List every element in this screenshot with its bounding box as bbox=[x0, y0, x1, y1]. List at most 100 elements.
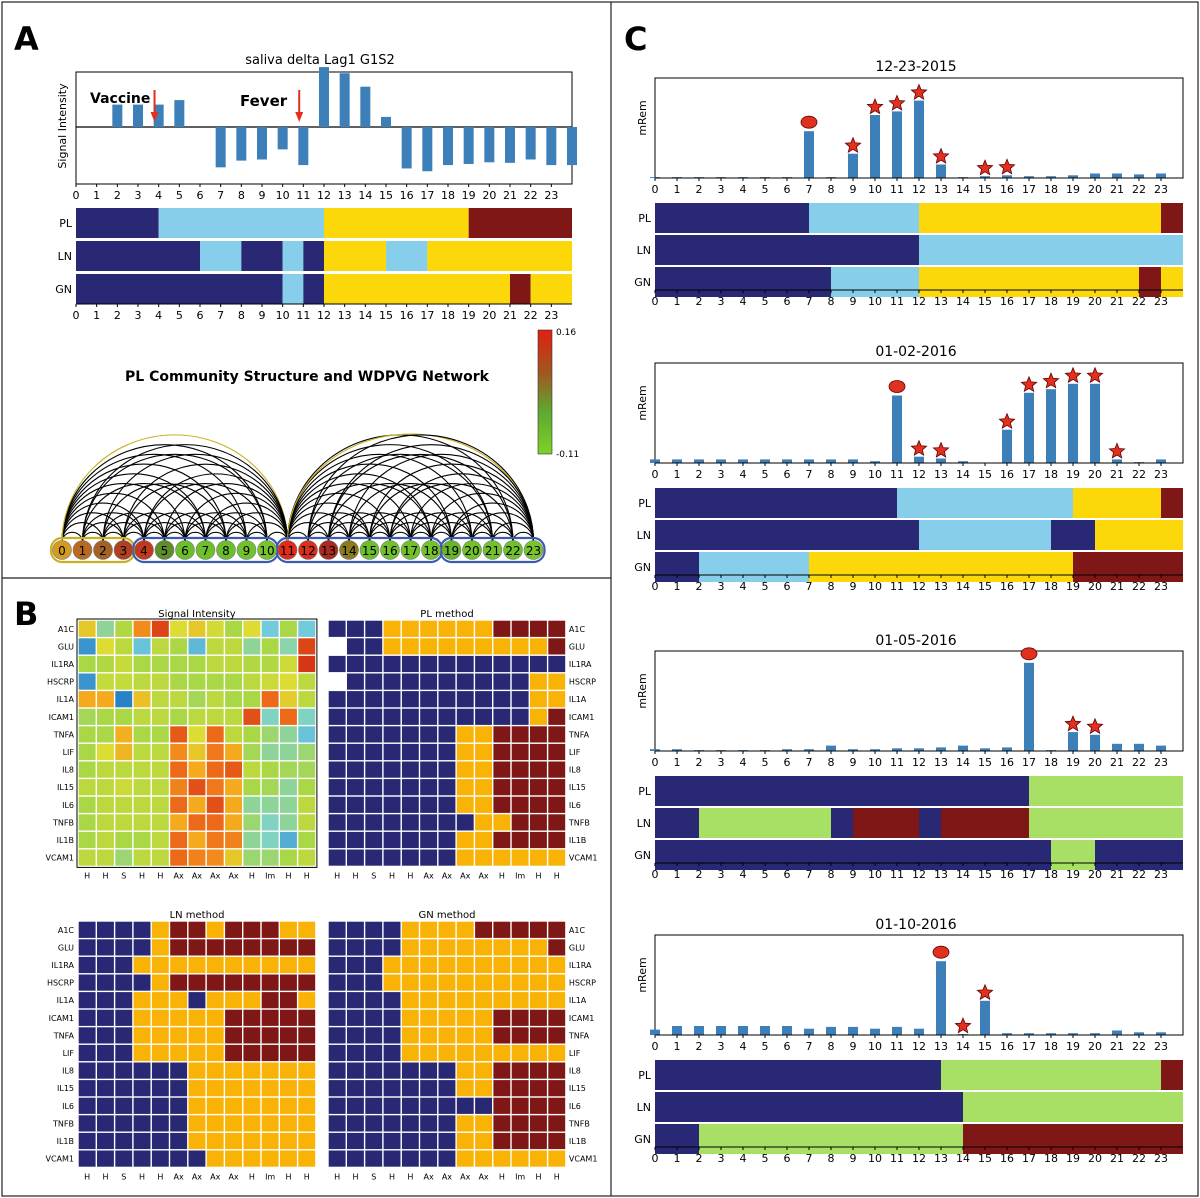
heatmap-cell bbox=[243, 761, 261, 778]
heatmap-cell bbox=[420, 726, 438, 743]
heatmap-cell bbox=[298, 726, 316, 743]
heatmap-cell bbox=[383, 956, 401, 974]
c2-bar bbox=[826, 459, 836, 463]
heatmap-cell bbox=[97, 638, 114, 655]
heatmap-cell bbox=[347, 939, 364, 956]
network-arc bbox=[61, 502, 145, 543]
heatmap-col-label: Im bbox=[265, 1172, 275, 1181]
c3-bar bbox=[826, 745, 836, 751]
c1-community-segment-gn bbox=[1161, 267, 1183, 297]
network-arc bbox=[81, 512, 145, 543]
c3-bar bbox=[672, 749, 682, 751]
heatmap-cell bbox=[383, 921, 401, 938]
heatmap-cell bbox=[170, 726, 188, 743]
heatmap-cell bbox=[170, 1097, 188, 1114]
heatmap-cell bbox=[383, 1062, 401, 1079]
heatmap-cell bbox=[420, 1115, 438, 1132]
heatmap-cell bbox=[456, 956, 474, 974]
c3-community-segment-ln bbox=[853, 808, 919, 838]
heatmap-cell bbox=[475, 796, 492, 813]
heatmap-cell bbox=[188, 1150, 206, 1167]
heatmap-col-label: H bbox=[285, 871, 291, 880]
heatmap-cell bbox=[133, 1132, 151, 1150]
heatmap-row-label: IL1A bbox=[57, 695, 75, 704]
c2-bar bbox=[738, 459, 748, 463]
heatmap-cell bbox=[401, 1009, 419, 1026]
network-arc bbox=[348, 483, 473, 543]
c1-community-x-tick-label: 18 bbox=[1044, 295, 1058, 308]
signal-bar bbox=[277, 127, 288, 150]
network-node-label: 0 bbox=[58, 544, 66, 558]
heatmap-cell bbox=[438, 796, 456, 813]
heatmap-cell bbox=[438, 620, 456, 637]
signal-x-tick-label: 16 bbox=[400, 189, 414, 202]
c4-community-x-tick-label: 21 bbox=[1110, 1152, 1124, 1165]
a-community-segment-pl bbox=[76, 208, 159, 238]
heatmap-cell bbox=[347, 1115, 364, 1132]
heatmap-cell bbox=[328, 992, 346, 1009]
heatmap-cell bbox=[261, 849, 279, 866]
heatmap-cell bbox=[365, 779, 383, 796]
c4-community-x-tick-label: 17 bbox=[1022, 1152, 1036, 1165]
c4-x-tick-label: 7 bbox=[806, 1040, 813, 1053]
c4-bar bbox=[650, 1029, 660, 1035]
network-arc bbox=[471, 512, 535, 543]
network-arc bbox=[450, 502, 535, 543]
network-arc bbox=[61, 453, 248, 543]
c2-community-x-tick-label: 10 bbox=[868, 580, 882, 593]
heatmap-cell bbox=[225, 673, 242, 690]
heatmap-cell bbox=[383, 638, 401, 655]
a-community-x-tick-label: 23 bbox=[544, 309, 558, 322]
heatmap-cell bbox=[97, 1009, 114, 1026]
network-arc bbox=[450, 512, 514, 543]
heatmap-cell bbox=[133, 1080, 151, 1097]
heatmap-cell bbox=[328, 796, 346, 813]
c1-community-x-tick-label: 7 bbox=[806, 295, 813, 308]
heatmap-cell bbox=[298, 1097, 316, 1114]
heatmap-cell bbox=[420, 655, 438, 673]
heatmap-cell bbox=[188, 673, 206, 690]
heatmap-col-label: Im bbox=[515, 1172, 525, 1181]
heatmap-cell bbox=[475, 849, 492, 866]
c4-community-segment-ln bbox=[963, 1092, 1183, 1122]
heatmap-cell bbox=[383, 1027, 401, 1044]
c1-bar bbox=[1024, 176, 1034, 178]
heatmap-cell bbox=[225, 761, 242, 778]
c1-x-tick-label: 7 bbox=[806, 183, 813, 196]
c1-x-tick-label: 20 bbox=[1088, 183, 1102, 196]
c3-community-x-tick-label: 5 bbox=[762, 868, 769, 881]
c2-community-row-label: GN bbox=[634, 561, 651, 574]
heatmap-cell bbox=[530, 779, 547, 796]
heatmap-cell bbox=[456, 779, 474, 796]
c1-bar bbox=[1046, 176, 1056, 178]
a-community-segment-ln bbox=[427, 241, 572, 271]
a-community-segment-pl bbox=[324, 208, 469, 238]
heatmap-cell bbox=[383, 1080, 401, 1097]
heatmap-cell bbox=[511, 1080, 529, 1097]
heatmap-cell bbox=[401, 849, 419, 866]
c2-bar bbox=[914, 456, 924, 463]
heatmap-cell bbox=[225, 1027, 242, 1044]
heatmap-cell bbox=[456, 1062, 474, 1079]
heatmap-cell bbox=[188, 1009, 206, 1026]
c3-community-x-tick-label: 23 bbox=[1154, 868, 1168, 881]
heatmap-cell bbox=[347, 1062, 364, 1079]
heatmap-cell bbox=[115, 638, 133, 655]
heatmap-cell bbox=[225, 708, 242, 725]
a-community-segment-ln bbox=[282, 241, 304, 271]
heatmap-cell bbox=[298, 638, 316, 655]
heatmap-cell bbox=[438, 1044, 456, 1062]
heatmap-cell bbox=[548, 992, 566, 1009]
c1-x-tick-label: 3 bbox=[718, 183, 725, 196]
heatmap-cell bbox=[280, 673, 297, 690]
a-community-segment-ln bbox=[303, 241, 324, 271]
c3-community-x-tick-label: 1 bbox=[674, 868, 681, 881]
c4-community-segment-pl bbox=[1161, 1060, 1183, 1090]
c1-bar bbox=[848, 153, 858, 178]
c-chart-title-2: 01-02-2016 bbox=[875, 344, 956, 360]
heatmap-cell bbox=[530, 673, 547, 690]
network-arc bbox=[307, 483, 432, 543]
heatmap-cell bbox=[493, 992, 511, 1009]
c3-community-x-tick-label: 12 bbox=[912, 868, 926, 881]
heatmap-col-label: H bbox=[157, 871, 163, 880]
